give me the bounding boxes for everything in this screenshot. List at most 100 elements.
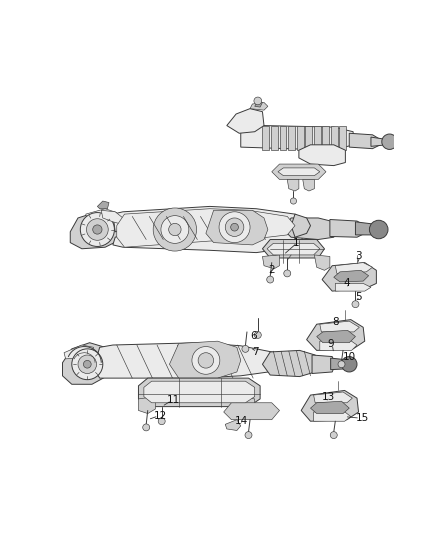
Polygon shape: [336, 263, 372, 273]
Polygon shape: [86, 209, 117, 220]
Polygon shape: [314, 410, 351, 421]
Polygon shape: [237, 397, 255, 414]
Circle shape: [267, 276, 274, 283]
Circle shape: [231, 223, 238, 231]
Text: 7: 7: [252, 347, 259, 357]
Polygon shape: [288, 126, 295, 150]
Text: 11: 11: [167, 395, 180, 406]
Polygon shape: [287, 180, 299, 191]
Text: 13: 13: [322, 392, 336, 401]
Polygon shape: [250, 102, 268, 110]
Text: 2: 2: [268, 264, 275, 274]
Circle shape: [290, 198, 297, 204]
Polygon shape: [336, 284, 371, 291]
Text: 8: 8: [332, 317, 339, 327]
Circle shape: [330, 432, 337, 439]
Polygon shape: [225, 419, 241, 431]
Circle shape: [169, 223, 181, 236]
Polygon shape: [314, 392, 352, 403]
Polygon shape: [291, 214, 311, 237]
Polygon shape: [317, 330, 356, 343]
Circle shape: [93, 225, 102, 234]
Polygon shape: [331, 358, 348, 370]
Circle shape: [382, 134, 397, 149]
Polygon shape: [334, 270, 369, 282]
Circle shape: [72, 349, 103, 379]
Polygon shape: [299, 145, 346, 166]
Circle shape: [242, 345, 249, 352]
Polygon shape: [117, 209, 295, 247]
Text: 5: 5: [356, 292, 362, 302]
Polygon shape: [267, 244, 320, 255]
Polygon shape: [283, 218, 338, 239]
Circle shape: [219, 212, 250, 243]
Text: 10: 10: [343, 352, 356, 361]
Text: 3: 3: [356, 252, 362, 262]
Circle shape: [352, 301, 359, 308]
Polygon shape: [93, 343, 283, 378]
Text: 9: 9: [328, 339, 334, 349]
Polygon shape: [349, 133, 380, 149]
Circle shape: [153, 208, 197, 251]
Circle shape: [143, 424, 150, 431]
Polygon shape: [322, 126, 329, 150]
Polygon shape: [101, 210, 123, 224]
Circle shape: [78, 355, 97, 374]
Polygon shape: [206, 210, 268, 245]
Polygon shape: [271, 126, 278, 150]
Polygon shape: [314, 255, 330, 270]
Polygon shape: [138, 397, 155, 414]
Circle shape: [158, 418, 165, 425]
Polygon shape: [371, 137, 388, 147]
Polygon shape: [303, 180, 314, 191]
Polygon shape: [305, 126, 312, 150]
Polygon shape: [278, 168, 320, 175]
Circle shape: [338, 361, 345, 368]
Circle shape: [369, 220, 388, 239]
Polygon shape: [255, 101, 262, 107]
Circle shape: [198, 353, 214, 368]
Circle shape: [87, 219, 108, 240]
Text: 1: 1: [293, 238, 299, 248]
Polygon shape: [64, 345, 93, 359]
Polygon shape: [320, 321, 359, 332]
Polygon shape: [113, 230, 303, 253]
Polygon shape: [356, 222, 377, 235]
Polygon shape: [227, 109, 264, 133]
Polygon shape: [322, 263, 376, 291]
Circle shape: [284, 270, 291, 277]
Polygon shape: [320, 340, 357, 350]
Polygon shape: [262, 350, 318, 377]
Text: 12: 12: [154, 411, 167, 421]
Polygon shape: [297, 126, 304, 150]
Circle shape: [161, 216, 189, 244]
Polygon shape: [301, 391, 359, 421]
Text: 14: 14: [235, 416, 248, 426]
Polygon shape: [262, 255, 279, 269]
Polygon shape: [279, 126, 286, 150]
Polygon shape: [262, 126, 269, 150]
Text: 6: 6: [250, 331, 257, 341]
Polygon shape: [170, 341, 241, 378]
Text: 4: 4: [343, 278, 350, 288]
Circle shape: [83, 360, 91, 368]
Polygon shape: [224, 403, 279, 419]
Circle shape: [192, 346, 220, 374]
Circle shape: [254, 97, 261, 105]
Polygon shape: [272, 164, 326, 180]
Polygon shape: [144, 381, 255, 403]
Polygon shape: [312, 355, 336, 374]
Polygon shape: [138, 378, 260, 407]
Text: 15: 15: [356, 413, 369, 423]
Polygon shape: [241, 126, 353, 150]
Polygon shape: [113, 206, 303, 232]
Circle shape: [254, 332, 261, 338]
Circle shape: [245, 432, 252, 439]
Polygon shape: [97, 201, 109, 209]
Polygon shape: [311, 401, 349, 414]
Circle shape: [342, 357, 357, 372]
Circle shape: [80, 213, 114, 246]
Polygon shape: [307, 320, 365, 350]
Circle shape: [225, 218, 244, 237]
Polygon shape: [70, 212, 124, 249]
